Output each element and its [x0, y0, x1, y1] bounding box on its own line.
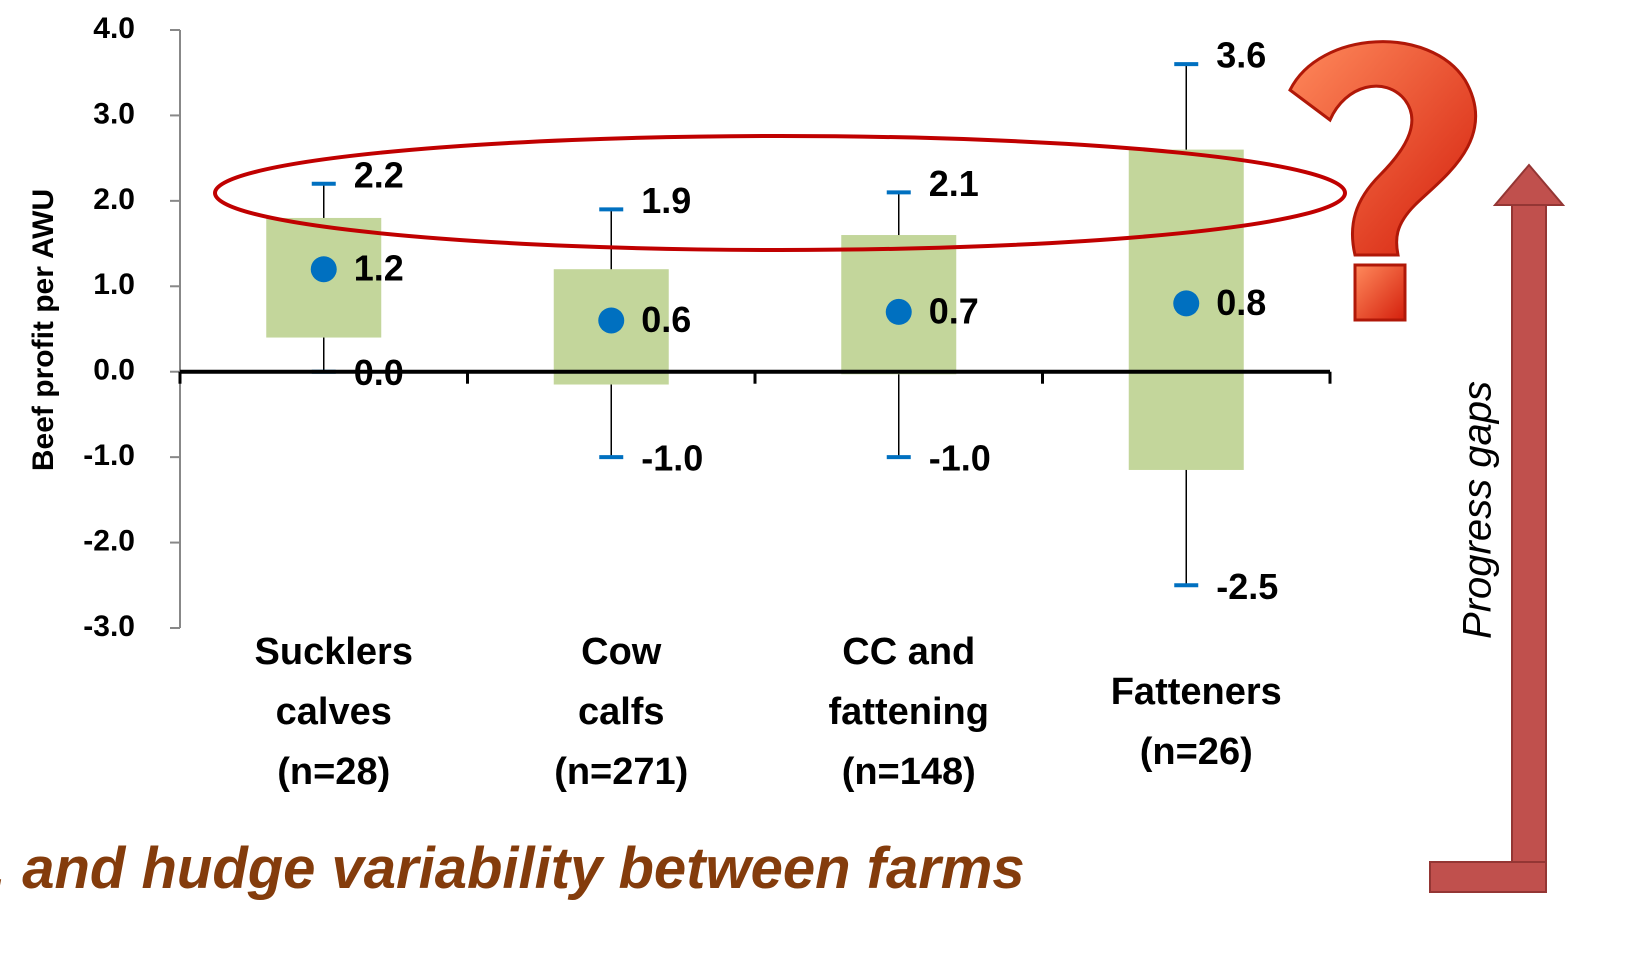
value-label: 1.2	[354, 248, 404, 289]
x-tick-label: Fatteners (n=26)	[1110, 671, 1282, 773]
y-axis-title: Beef profit per AWU	[27, 189, 60, 471]
value-label: 3.6	[1216, 35, 1266, 76]
mean-dot	[885, 298, 912, 325]
value-label: 1.9	[641, 180, 691, 221]
y-tick-label: 0.0	[93, 354, 135, 387]
caption: . and hudge variability between farms	[0, 836, 1025, 901]
mean-dot	[1173, 290, 1200, 317]
question-icon	[1288, 40, 1478, 322]
value-label: 2.2	[354, 154, 404, 195]
progress-arrow	[1429, 163, 1566, 893]
highlight-ellipse	[213, 134, 1347, 252]
y-tick-label: -3.0	[83, 610, 135, 643]
y-tick-label: 4.0	[93, 12, 135, 45]
y-tick-label: 1.0	[93, 268, 135, 301]
value-label: -1.0	[929, 438, 991, 479]
y-tick-label: -2.0	[83, 524, 135, 557]
value-label: -2.5	[1216, 566, 1278, 607]
value-label: 0.8	[1216, 282, 1266, 323]
value-label: 0.7	[929, 290, 979, 331]
x-tick-label: Cow calfs (n=271)	[554, 631, 689, 793]
y-tick-label: 2.0	[93, 183, 135, 216]
x-tick-label: Sucklers calves (n=28)	[254, 631, 413, 793]
x-tick-label: CC and fattening (n=148)	[828, 631, 989, 793]
side-label: Progress gaps	[1456, 381, 1500, 639]
value-label: 0.6	[641, 299, 691, 340]
value-label: -1.0	[641, 438, 703, 479]
value-label: 2.1	[929, 163, 979, 204]
y-tick-label: -1.0	[83, 439, 135, 472]
y-tick-label: 3.0	[93, 97, 135, 130]
mean-dot	[598, 307, 625, 334]
mean-dot	[310, 256, 337, 283]
